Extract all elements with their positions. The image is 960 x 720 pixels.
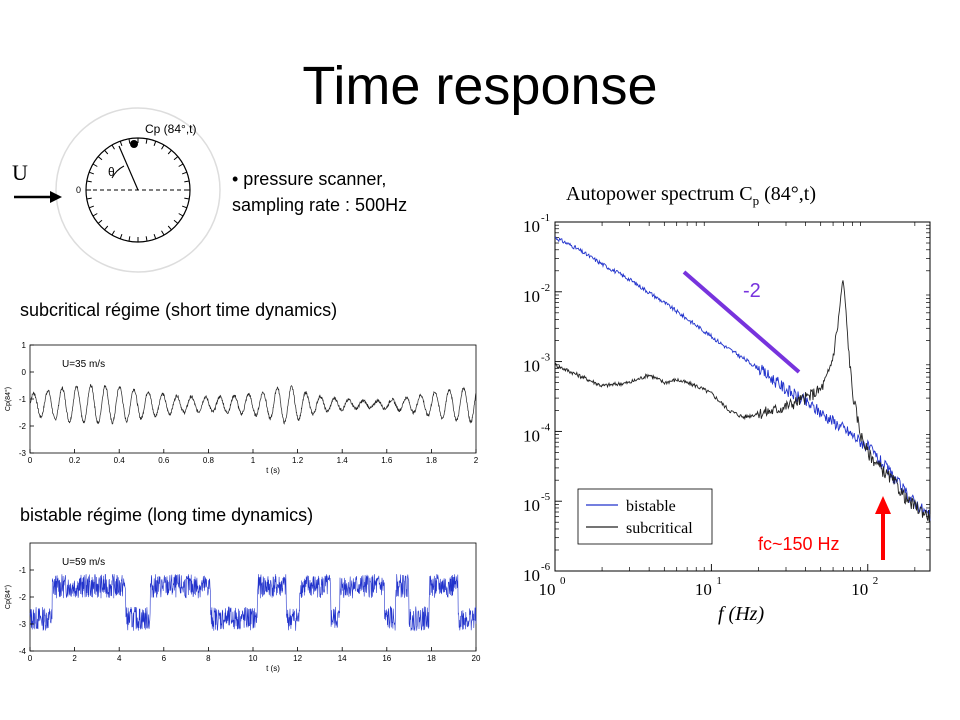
- spectrum-y-tick-label: 10: [523, 287, 540, 306]
- bistable-heading: bistable régime (long time dynamics): [20, 505, 314, 525]
- scanner-note-line-2: sampling rate : 500Hz: [232, 195, 408, 215]
- spectrum-y-tick-label: 10: [523, 566, 540, 585]
- spectrum-x-axis-label: f (Hz): [718, 603, 764, 626]
- legend-label-bistable: bistable: [626, 498, 676, 515]
- bistable-x-tick-label: 14: [338, 654, 347, 663]
- spectrum-x-tick-label: 10: [539, 580, 556, 599]
- subcritical-x-tick-label: 2: [474, 456, 479, 465]
- bistable-x-tick-label: 18: [427, 654, 436, 663]
- spectrum-y-tick-label: 10: [523, 426, 540, 445]
- bistable-x-tick-label: 2: [72, 654, 77, 663]
- bistable-x-tick-label: 20: [472, 654, 481, 663]
- subcritical-y-tick-label: 1: [22, 341, 27, 350]
- cutoff-arrow-head: [875, 496, 891, 514]
- spectrum-y-tick-exponent: -2: [541, 282, 550, 294]
- bistable-y-tick-label: -2: [19, 593, 27, 602]
- spectrum-x-tick-label: 10: [695, 580, 712, 599]
- subcritical-x-tick-label: 0.2: [69, 456, 81, 465]
- subcritical-time-series-chart: 0 0.2 0.4 0.6 0.8 1 1.2 1.4 1.6 1.8 2 1 0 -1 -2 -3 t (s)…: [4, 341, 479, 475]
- bistable-x-tick-label: 8: [206, 654, 211, 663]
- subcritical-y-axis-label: Cp(84°): [4, 387, 12, 411]
- slide-title: Time response: [302, 56, 658, 116]
- subcritical-plot-area: [29, 344, 477, 454]
- scanner-note-line-1: • pressure scanner,: [232, 169, 387, 189]
- bistable-x-tick-label: 10: [249, 654, 258, 663]
- spectrum-legend: bistable subcritical: [577, 488, 713, 545]
- subcritical-signal-line: [29, 383, 477, 425]
- spectrum-y-tick-label: 10: [523, 357, 540, 376]
- bistable-x-tick-label: 6: [162, 654, 167, 663]
- subcritical-x-tick-label: 0.6: [158, 456, 170, 465]
- bistable-annotation: U=59 m/s: [62, 557, 105, 568]
- bistable-signal-line: [29, 574, 477, 632]
- bistable-x-tick-label: 16: [382, 654, 391, 663]
- legend-label-subcritical: subcritical: [626, 520, 693, 537]
- bistable-y-tick-label: -1: [19, 566, 27, 575]
- spectrum-y-tick-exponent: -1: [541, 212, 550, 224]
- subcritical-y-tick-label: -1: [19, 395, 27, 404]
- subcritical-x-tick-label: 1.4: [337, 456, 349, 465]
- spectrum-legend-box: [577, 488, 713, 545]
- subcritical-y-tick-label: -2: [19, 422, 27, 431]
- spectrum-y-tick-exponent: -5: [541, 491, 551, 503]
- spectrum-series-bistable: [554, 236, 931, 521]
- spectrum-title-main: Autopower spectrum C: [566, 183, 753, 205]
- cutoff-frequency-label: fc~150 Hz: [758, 534, 840, 554]
- bistable-y-tick-label: -3: [19, 620, 27, 629]
- spectrum-x-tick-exponent: 2: [873, 575, 879, 587]
- subcritical-x-tick-label: 1.8: [426, 456, 438, 465]
- bistable-y-axis-label: Cp(84°): [4, 585, 12, 609]
- spectrum-y-tick-exponent: -6: [541, 561, 551, 573]
- spectrum-y-tick-label: 10: [523, 217, 540, 236]
- subcritical-x-tick-label: 1.2: [292, 456, 304, 465]
- subcritical-x-tick-label: 1: [251, 456, 256, 465]
- subcritical-heading: subcritical régime (short time dynamics): [20, 300, 338, 320]
- subcritical-y-tick-label: 0: [22, 368, 27, 377]
- spectrum-y-tick-exponent: -4: [541, 421, 551, 433]
- spectrum-y-tick-exponent: -3: [541, 352, 551, 364]
- slope-label: -2: [743, 280, 761, 302]
- bistable-x-tick-label: 0: [28, 654, 33, 663]
- spectrum-x-tick-exponent: 1: [716, 575, 722, 587]
- subcritical-x-tick-label: 0: [28, 456, 33, 465]
- bistable-y-tick-label: -4: [19, 647, 27, 656]
- slope-reference-line: [682, 270, 801, 374]
- spectrum-x-axis-label-text: f (Hz): [718, 603, 765, 625]
- subcritical-y-tick-label: -3: [19, 449, 27, 458]
- bistable-x-tick-label: 4: [117, 654, 122, 663]
- bistable-x-axis-label: t (s): [266, 664, 280, 673]
- spectrum-y-tick-label: 10: [523, 496, 540, 515]
- subcritical-annotation: U=35 m/s: [62, 359, 105, 370]
- spectrum-x-tick-label: 10: [851, 580, 868, 599]
- bistable-plot-area: [29, 542, 477, 652]
- subcritical-x-axis-label: t (s): [266, 466, 280, 475]
- spectrum-title-tail: (84°,t): [759, 183, 817, 205]
- bistable-time-series-chart: 0 2 4 6 8 10 12 14 16 18 20 -1 -2 -3 -4 t (s) Cp(84°) U=5…: [4, 542, 481, 673]
- spectrum-title: Autopower spectrum Cp (84°,t): [566, 183, 816, 209]
- subcritical-x-tick-label: 0.4: [114, 456, 126, 465]
- scanner-note: • pressure scanner, sampling rate : 500H…: [232, 166, 407, 218]
- subcritical-x-tick-label: 0.8: [203, 456, 215, 465]
- spectrum-title-sub: p: [752, 193, 760, 208]
- subcritical-x-tick-label: 1.6: [381, 456, 393, 465]
- spectrum-x-tick-exponent: 0: [560, 575, 566, 587]
- bistable-x-tick-label: 12: [293, 654, 302, 663]
- spectrum-series-subcritical: [554, 280, 931, 523]
